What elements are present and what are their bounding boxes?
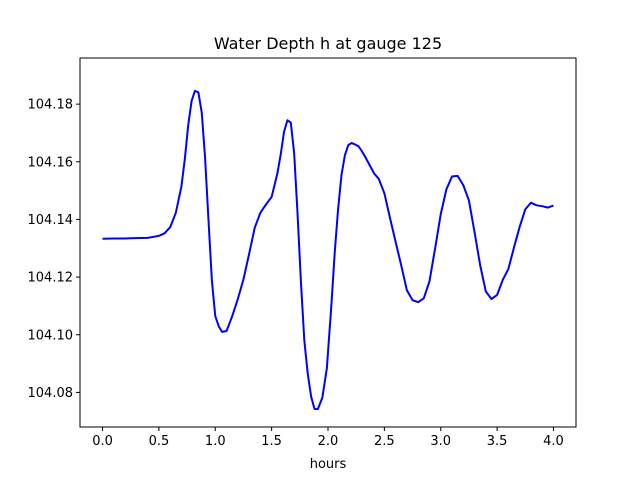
- y-tick-label: 104.16: [28, 155, 74, 170]
- x-tick-label: 3.0: [430, 434, 451, 449]
- x-tick-label: 1.5: [261, 434, 282, 449]
- x-tick-label: 0.0: [92, 434, 113, 449]
- y-tick-label: 104.08: [28, 386, 74, 401]
- x-tick-label: 1.0: [205, 434, 226, 449]
- y-tick-label: 104.10: [28, 328, 74, 343]
- x-axis-label: hours: [310, 457, 347, 472]
- x-tick-label: 2.0: [318, 434, 339, 449]
- chart-title: Water Depth h at gauge 125: [214, 34, 442, 53]
- y-tick-label: 104.18: [28, 98, 74, 113]
- x-tick-label: 2.5: [374, 434, 395, 449]
- plot-area: 0.0 0.5 1.0 1.5 2.0 2.5 3.0 3.5 4.0 104.08 104.10 1…: [28, 57, 577, 449]
- y-tick-label: 104.14: [28, 213, 74, 228]
- series-line-0: [102, 89, 554, 411]
- x-tick-label: 0.5: [149, 434, 170, 449]
- x-tick-label: 3.5: [487, 434, 508, 449]
- y-tick-label: 104.12: [28, 271, 74, 286]
- x-tick-label: 4.0: [543, 434, 564, 449]
